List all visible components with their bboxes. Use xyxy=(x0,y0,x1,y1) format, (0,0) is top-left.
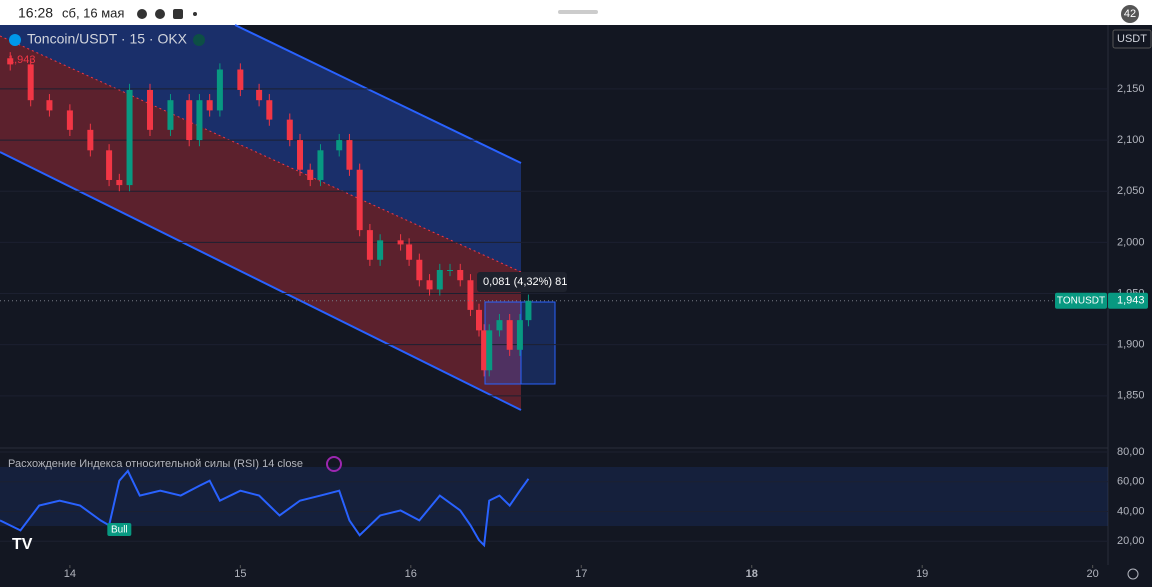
candle-body xyxy=(397,240,404,245)
candle-body xyxy=(27,64,34,101)
status-icon xyxy=(193,12,197,16)
status-icon xyxy=(137,9,147,19)
candle-body xyxy=(206,100,213,111)
candle-body xyxy=(506,320,513,350)
x-tick-label: 17 xyxy=(575,568,587,580)
candle-body xyxy=(256,89,263,101)
candle-body xyxy=(317,150,324,180)
battery-level: 42 xyxy=(1124,8,1136,20)
plot xyxy=(0,52,1108,548)
top-price: 1,943 xyxy=(8,54,36,66)
candle-body xyxy=(366,230,373,260)
candle-body xyxy=(147,89,154,130)
currency-button[interactable] xyxy=(1112,29,1152,49)
candle-body xyxy=(116,179,123,186)
channel-line xyxy=(0,151,522,411)
x-tick-label: 19 xyxy=(916,568,928,580)
measure-tooltip xyxy=(477,272,567,292)
candle-body xyxy=(346,140,353,170)
status-dot xyxy=(193,34,205,46)
annotation: Bull xyxy=(111,525,128,536)
y-tick-label: 20,00 xyxy=(1117,535,1145,547)
annotation-box xyxy=(107,523,132,536)
candle-body xyxy=(297,140,304,170)
x-tick-label: 18 xyxy=(746,568,758,580)
candle-body xyxy=(406,244,413,260)
channel-upper xyxy=(0,25,521,272)
rsi-title: Расхождение Индекса относительной силы (… xyxy=(8,458,303,470)
status-icon xyxy=(173,9,183,19)
candle-body xyxy=(46,100,53,111)
x-tick-label: 20 xyxy=(1087,568,1099,580)
candle-body xyxy=(307,169,314,180)
price-tag xyxy=(1108,292,1148,309)
candle-body xyxy=(266,100,273,120)
symbol-tag: TONUSDT xyxy=(1057,295,1105,306)
y-tick-label: 1,900 xyxy=(1117,339,1145,351)
candle-body xyxy=(481,330,488,371)
candle-body xyxy=(66,110,73,130)
y-tick-label: 80,00 xyxy=(1117,446,1145,458)
status-time: 16:28 xyxy=(18,5,53,21)
candle-body xyxy=(486,330,493,371)
candle-body xyxy=(167,100,174,130)
x-tick-label: 16 xyxy=(405,568,417,580)
y-tick-label: 40,00 xyxy=(1117,505,1145,517)
y-tick-label: 2,150 xyxy=(1117,83,1145,95)
last-price: 1,943 xyxy=(1117,295,1145,307)
candle-body xyxy=(286,119,293,141)
drag-handle xyxy=(558,10,598,14)
candle-body xyxy=(356,169,363,231)
candle-body xyxy=(186,100,193,141)
candle-body xyxy=(237,69,244,90)
candle-body xyxy=(475,309,482,331)
candle-body xyxy=(496,320,503,331)
x-tick-label: 14 xyxy=(64,568,76,580)
coin-icon xyxy=(9,34,21,46)
rsi-band xyxy=(0,467,1108,526)
y-tick-label: 2,050 xyxy=(1117,185,1145,197)
x-tick-label: 15 xyxy=(234,568,246,580)
channel-mid xyxy=(0,35,522,273)
candle-body xyxy=(126,89,133,186)
candle-body xyxy=(467,280,474,310)
status-date: сб, 16 мая xyxy=(62,5,124,20)
battery xyxy=(1121,5,1139,23)
status-icon xyxy=(155,9,165,19)
candle-body xyxy=(87,129,94,151)
candle-body xyxy=(426,280,433,290)
logo: TV xyxy=(12,536,33,553)
candle-body xyxy=(525,300,532,321)
y-tick-label: 1,850 xyxy=(1117,390,1145,402)
candle-body xyxy=(457,270,464,281)
candle-body xyxy=(447,270,454,272)
candle-body xyxy=(436,270,443,290)
rsi-icon xyxy=(326,456,342,472)
candle-body xyxy=(106,150,113,180)
currency[interactable]: USDT xyxy=(1117,33,1147,45)
price-tag xyxy=(1055,292,1107,309)
candle-body xyxy=(336,140,343,151)
measure-text: 0,081 (4,32%) 81 xyxy=(483,276,567,288)
y-tick-label: 2,000 xyxy=(1117,236,1145,248)
candle-body xyxy=(196,100,203,141)
candle-body xyxy=(377,240,384,260)
candle-body xyxy=(7,58,14,65)
chart-title: Toncoin/USDT · 15 · OKX xyxy=(27,31,188,47)
settings-icon[interactable] xyxy=(1127,568,1139,580)
candle-body xyxy=(516,320,523,350)
candle-body xyxy=(416,259,423,281)
y-tick-label: 60,00 xyxy=(1117,476,1145,488)
candle-body xyxy=(216,69,223,111)
y-tick-label: 2,100 xyxy=(1117,134,1145,146)
